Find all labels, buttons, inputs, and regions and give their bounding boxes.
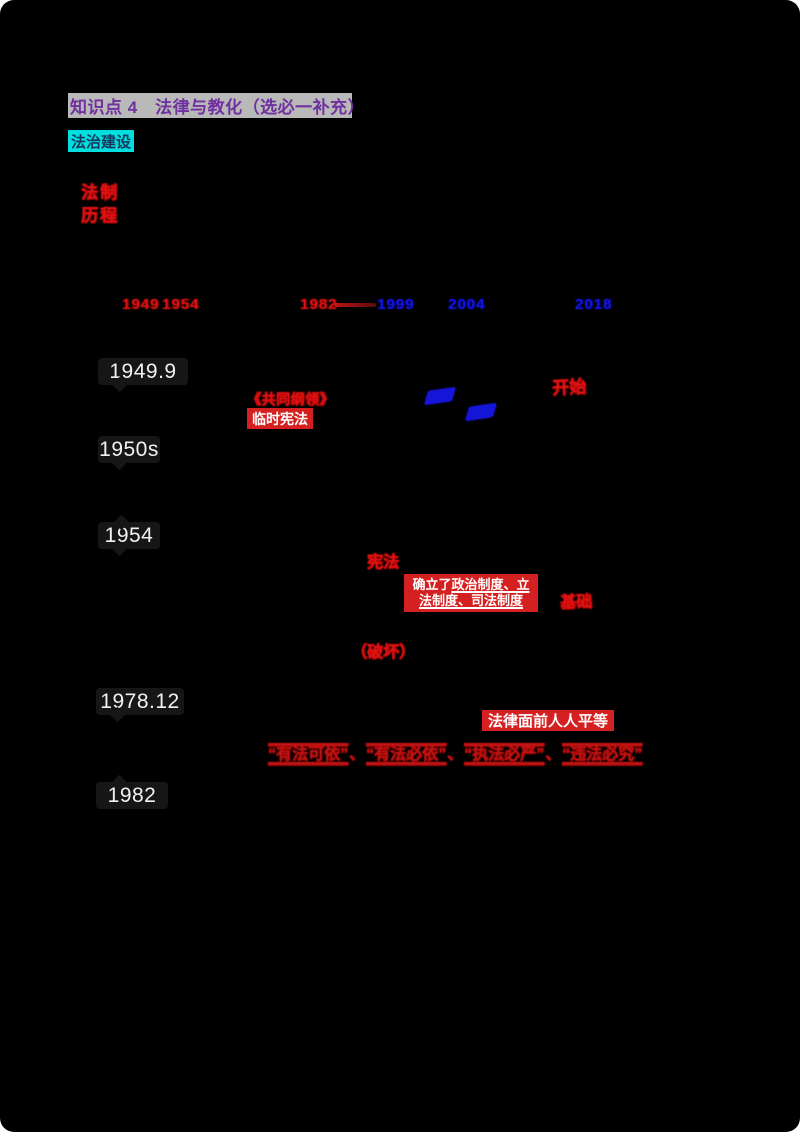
foundation-note: 基础 <box>559 593 593 612</box>
knowledge-point-title: 知识点 4 法律与教化（选必一补充） <box>70 98 366 117</box>
quote-phrase-2: “有法必依” <box>366 746 447 763</box>
sixteen-character-principle: “有法可依”、“有法必依”、“执法必严”、“违法必究” <box>268 740 642 764</box>
quote-phrase-1: “有法可依” <box>268 746 349 763</box>
milestone-1978-12: 1978.12 <box>96 688 184 723</box>
quote-separator: 、 <box>447 746 464 763</box>
knowledge-point-badge: 知识点 4 法律与教化（选必一补充） <box>68 93 365 118</box>
milestone-1950s: 1950s <box>98 436 160 471</box>
timeline-year-1999: 1999 <box>377 296 415 313</box>
milestone-1949-9: 1949.9 <box>98 358 188 393</box>
section-title: 法治建设 <box>71 133 132 151</box>
milestone-1949-9-label: 1949.9 <box>109 359 177 383</box>
milestone-1950s-label: 1950s <box>99 437 159 461</box>
red-legend-note: 法制 历程 <box>81 181 119 227</box>
red-legend-line1: 法制 <box>81 183 119 202</box>
established-systems-box: 确立了政治制度、立法制度、司法制度 <box>404 574 538 612</box>
milestone-1978-12-label: 1978.12 <box>100 689 180 713</box>
quote-phrase-3: “执法必严” <box>464 746 545 763</box>
damage-note: （破坏） <box>351 644 416 661</box>
milestone-1982-label: 1982 <box>107 783 157 807</box>
timeline-year-2004: 2004 <box>448 296 486 313</box>
established-prefix: 确立了 <box>412 577 452 592</box>
begin-note: 开始 <box>551 377 587 398</box>
milestone-1954-label: 1954 <box>104 523 154 547</box>
temp-constitution-tag: 临时宪法 <box>247 408 313 429</box>
section-badge: 法治建设 <box>68 130 135 152</box>
blue-ink-smudge-icon <box>424 387 456 405</box>
timeline-year-1982: 1982 <box>300 296 338 313</box>
timeline-year-1954: 1954 <box>162 296 200 313</box>
timeline-year-1949: 1949 <box>122 296 160 313</box>
timeline-year-2018: 2018 <box>575 296 613 313</box>
milestone-1954: 1954 <box>98 514 160 557</box>
constitution-note: 宪法 <box>367 554 400 571</box>
equality-tag: 法律面前人人平等 <box>482 710 615 731</box>
milestone-1982: 1982 <box>96 774 168 809</box>
quote-separator: 、 <box>545 746 562 763</box>
quote-phrase-4: “违法必究” <box>562 746 643 763</box>
timeline-connector-line <box>334 303 376 307</box>
quote-separator: 、 <box>349 746 366 763</box>
red-legend-line2: 历程 <box>81 206 119 225</box>
established-underlined: 政治制度、立法制度、司法制度 <box>418 577 530 608</box>
common-program-note: 《共同纲领》 <box>247 391 334 407</box>
blue-ink-smudge-icon <box>465 403 497 421</box>
